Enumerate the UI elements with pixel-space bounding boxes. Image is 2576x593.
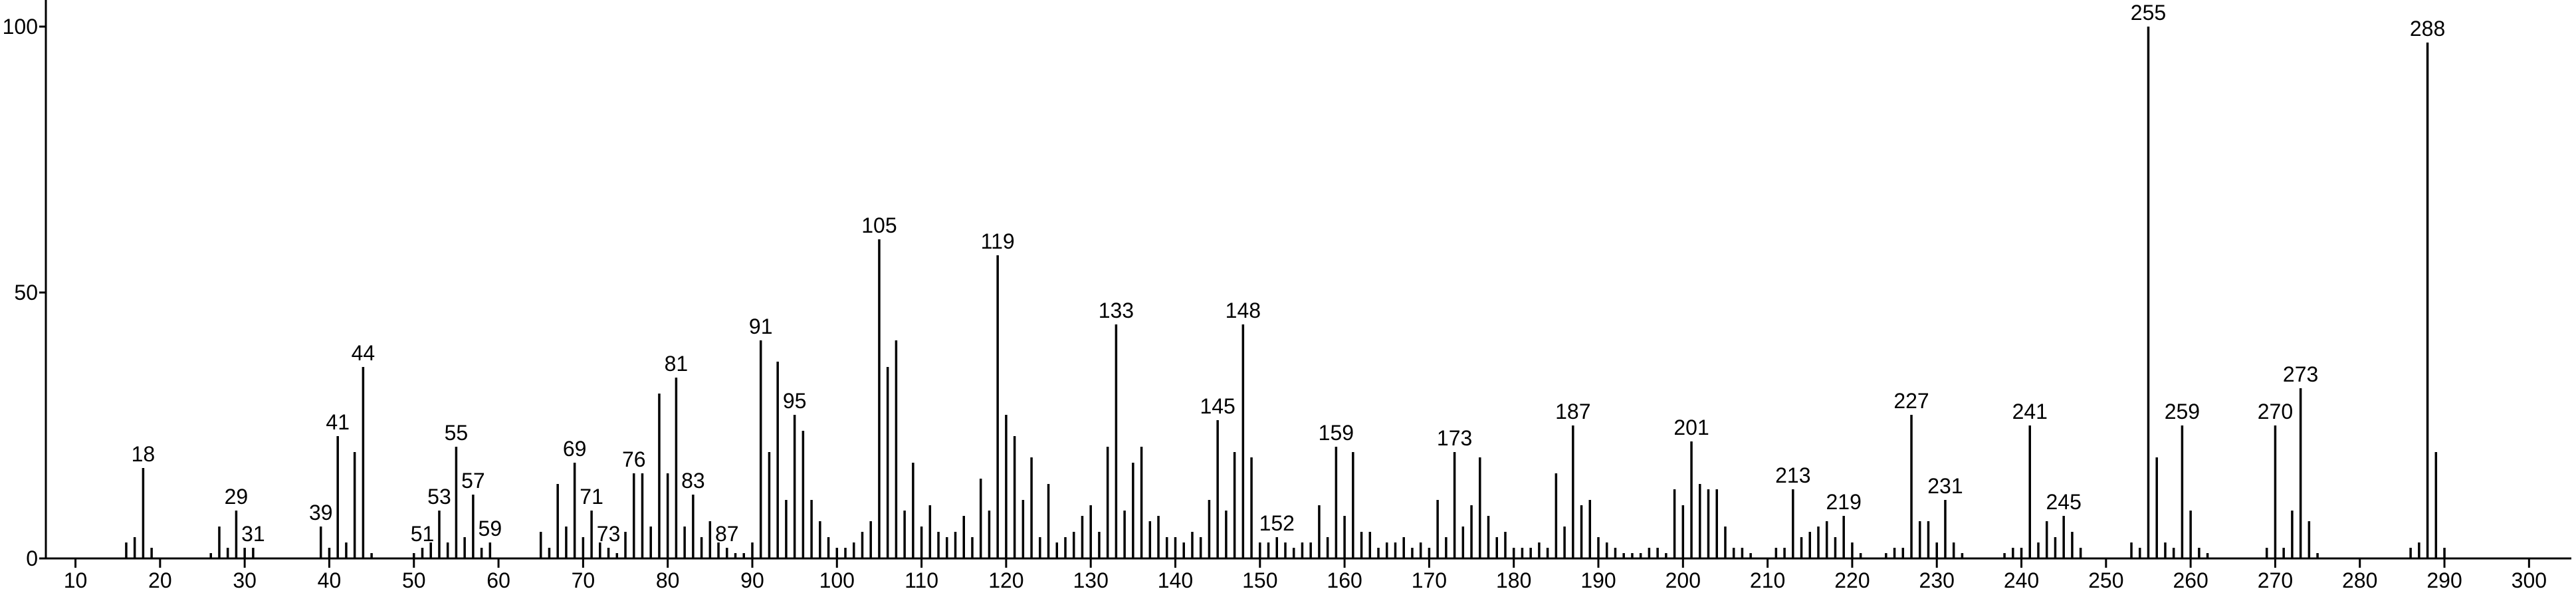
x-tick-label: 290: [2426, 568, 2462, 592]
x-tick-label: 230: [1919, 568, 1955, 592]
x-tick-label: 280: [2342, 568, 2377, 592]
peak-label: 69: [563, 437, 587, 461]
peak-label: 41: [326, 410, 350, 434]
peak-label: 73: [597, 522, 621, 546]
x-tick-label: 80: [656, 568, 680, 592]
x-tick-label: 30: [233, 568, 257, 592]
y-tick-label: 50: [14, 281, 38, 304]
x-tick-label: 240: [2004, 568, 2039, 592]
peak-label: 173: [1437, 426, 1472, 450]
peak-label: 55: [445, 421, 469, 445]
x-tick-label: 160: [1327, 568, 1362, 592]
peak-label: 259: [2165, 400, 2200, 423]
y-tick-label: 0: [26, 546, 38, 570]
y-tick-label: 100: [3, 15, 38, 39]
peak-label: 231: [1927, 474, 1963, 498]
peak-label: 105: [861, 213, 897, 237]
x-tick-label: 250: [2088, 568, 2123, 592]
x-tick-label: 50: [402, 568, 426, 592]
x-tick-label: 90: [740, 568, 764, 592]
peak-label: 39: [309, 501, 333, 525]
peak-label: 91: [749, 314, 773, 338]
peak-label: 44: [352, 341, 376, 365]
peak-label: 133: [1099, 298, 1134, 322]
peak-label: 270: [2258, 400, 2293, 423]
x-tick-label: 150: [1242, 568, 1277, 592]
peak-label: 29: [225, 485, 249, 509]
peak-label: 81: [665, 352, 689, 376]
x-tick-label: 120: [988, 568, 1023, 592]
peak-label: 288: [2410, 17, 2445, 41]
peak-label: 119: [981, 229, 1015, 253]
x-tick-label: 60: [486, 568, 510, 592]
x-tick-label: 180: [1496, 568, 1531, 592]
x-tick-label: 220: [1834, 568, 1870, 592]
x-tick-label: 270: [2258, 568, 2293, 592]
x-tick-label: 170: [1412, 568, 1447, 592]
peak-label: 227: [1893, 389, 1929, 413]
peak-label: 201: [1673, 415, 1709, 439]
peak-label: 76: [622, 447, 646, 471]
x-tick-label: 210: [1750, 568, 1785, 592]
peak-label: 57: [461, 469, 485, 493]
peak-label: 148: [1226, 298, 1261, 322]
x-tick-label: 140: [1158, 568, 1193, 592]
peak-label: 53: [427, 485, 451, 509]
x-tick-label: 190: [1580, 568, 1616, 592]
peak-label: 152: [1259, 511, 1295, 535]
peak-label: 219: [1826, 490, 1861, 514]
x-tick-label: 300: [2512, 568, 2547, 592]
peak-label: 213: [1775, 463, 1810, 487]
x-tick-label: 260: [2173, 568, 2208, 592]
x-tick-label: 70: [572, 568, 595, 592]
peak-label: 51: [411, 522, 435, 546]
peak-label: 273: [2283, 362, 2318, 386]
peak-label: 31: [241, 522, 265, 546]
x-tick-label: 200: [1665, 568, 1701, 592]
peak-label: 255: [2131, 1, 2166, 25]
peak-label: 87: [715, 522, 739, 546]
peak-label: 159: [1319, 421, 1354, 445]
peak-label: 59: [479, 517, 502, 540]
x-tick-label: 20: [148, 568, 172, 592]
peak-label: 241: [2012, 400, 2048, 423]
peak-label: 95: [783, 389, 807, 413]
peak-label: 245: [2046, 490, 2081, 514]
x-tick-label: 130: [1073, 568, 1108, 592]
peak-label: 18: [132, 442, 156, 466]
x-tick-label: 100: [819, 568, 855, 592]
x-tick-label: 40: [318, 568, 342, 592]
peak-label: 187: [1555, 400, 1590, 423]
x-tick-label: 110: [905, 568, 938, 592]
peak-label: 71: [580, 485, 603, 509]
peak-label: 145: [1200, 394, 1235, 418]
peak-label: 83: [681, 469, 705, 493]
x-tick-label: 10: [64, 568, 88, 592]
